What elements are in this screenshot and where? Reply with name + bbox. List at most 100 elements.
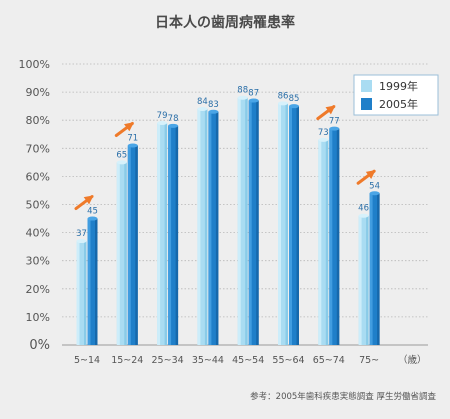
bar-1999年: [278, 103, 288, 345]
legend-label-2005: 2005年: [379, 97, 418, 111]
bar-shade: [256, 100, 259, 345]
bar-2005年: [168, 125, 179, 345]
y-tick-label: 70%: [26, 142, 50, 155]
bar-cap: [237, 95, 248, 100]
bar-highlight: [127, 145, 131, 345]
bar-shade: [285, 103, 288, 345]
bar-highlight: [76, 241, 80, 345]
bar-cap: [197, 106, 208, 111]
bar-cap: [369, 191, 380, 196]
bar-value-label: 83: [208, 100, 219, 110]
bar-value-label: 65: [116, 150, 127, 160]
bar-highlight: [358, 215, 362, 345]
increase-arrow-head: [124, 122, 134, 132]
bar-shade: [84, 241, 87, 345]
bar-highlight: [116, 162, 120, 345]
source-note: 参考：2005年歯科疾患実態調査 厚生労働省調査: [250, 391, 436, 402]
bar-1999年: [237, 97, 248, 345]
bar-2005年: [289, 106, 299, 346]
bar-value-label: 85: [289, 94, 300, 104]
bar-1999年: [116, 162, 127, 345]
y-tick-label: 30%: [26, 255, 50, 268]
bar-value-label: 84: [197, 97, 208, 107]
y-tick-label: 80%: [26, 114, 50, 127]
bar-shade: [204, 108, 208, 346]
y-tick-label: 60%: [26, 170, 50, 183]
bar-highlight: [318, 139, 322, 345]
bar-highlight: [369, 193, 373, 345]
y-tick-label: 0%: [29, 338, 50, 353]
bar-shade: [215, 111, 219, 346]
bar-2005年: [329, 128, 340, 345]
bar-shade: [135, 145, 138, 345]
bar-highlight: [237, 97, 241, 345]
increase-arrow-head: [83, 195, 94, 205]
bar-1999年: [76, 241, 87, 345]
bar-shade: [296, 106, 299, 346]
bars: [76, 95, 380, 346]
bar-value-label: 71: [127, 133, 138, 143]
legend-label-1999: 1999年: [379, 79, 418, 93]
y-tick-label: 40%: [26, 227, 50, 240]
bar-value-label: 87: [248, 89, 259, 99]
bar-cap: [76, 239, 87, 244]
bar-value-label: 54: [369, 181, 380, 191]
bar-2005年: [369, 193, 380, 345]
y-tick-label: 10%: [26, 311, 50, 324]
bar-highlight: [208, 111, 212, 346]
bar-shade: [377, 193, 380, 345]
bar-cap: [87, 216, 98, 221]
bar-2005年: [127, 145, 138, 345]
x-tick-label: 35~44: [192, 355, 224, 366]
bar-1999年: [157, 123, 168, 345]
y-tick-label: 50%: [26, 199, 50, 212]
bar-cap: [248, 98, 259, 103]
y-tick-label: 20%: [26, 283, 50, 296]
bar-highlight: [87, 218, 91, 345]
x-tick-label: 65~74: [313, 355, 345, 366]
x-tick-label: 25~34: [152, 355, 184, 366]
bar-cap: [329, 126, 340, 131]
bar-shade: [124, 162, 127, 345]
bar-highlight: [157, 123, 161, 345]
bar-value-label: 73: [318, 128, 329, 138]
increase-arrow-head: [325, 105, 336, 115]
bar-value-label: 37: [76, 229, 87, 239]
y-axis-ticks: 100% 90% 80% 70% 60% 50% 40% 30% 20% 10% 0%: [19, 58, 50, 353]
x-axis-ticks: 5~14 15~24 25~34 35~44 45~54 55~64 65~74 75~: [74, 355, 379, 366]
bar-cap: [208, 109, 219, 114]
bar-highlight: [248, 100, 252, 345]
legend: 1999年 2005年: [353, 74, 439, 116]
bar-2005年: [248, 100, 259, 345]
bar-cap: [278, 101, 288, 106]
bar-1999年: [197, 108, 208, 346]
increase-arrows: [74, 105, 376, 211]
bar-value-label: 78: [168, 114, 179, 124]
bar-cap: [168, 123, 179, 128]
bar-shade: [336, 128, 340, 345]
bar-cap: [127, 143, 138, 148]
bar-highlight: [278, 103, 281, 345]
bar-shade: [325, 139, 329, 345]
bar-highlight: [329, 128, 333, 345]
bar-value-label: 79: [157, 111, 168, 121]
bar-shade: [164, 123, 168, 345]
bar-2005年: [208, 111, 219, 346]
increase-arrow-head: [365, 170, 376, 180]
bar-highlight: [289, 106, 292, 346]
bar-shade: [175, 125, 179, 345]
x-tick-label: 75~: [359, 355, 379, 366]
bar-cap: [157, 121, 168, 126]
x-tick-label: 55~64: [272, 355, 304, 366]
bar-2005年: [87, 218, 98, 345]
bar-1999年: [358, 215, 369, 345]
bar-highlight: [168, 125, 172, 345]
y-tick-label: 100%: [19, 58, 50, 71]
bar-cap: [116, 160, 127, 165]
x-axis-unit-label: （歳）: [398, 354, 427, 366]
bar-1999年: [318, 139, 329, 345]
bar-shade: [245, 97, 248, 345]
bar-value-label: 45: [87, 207, 98, 217]
